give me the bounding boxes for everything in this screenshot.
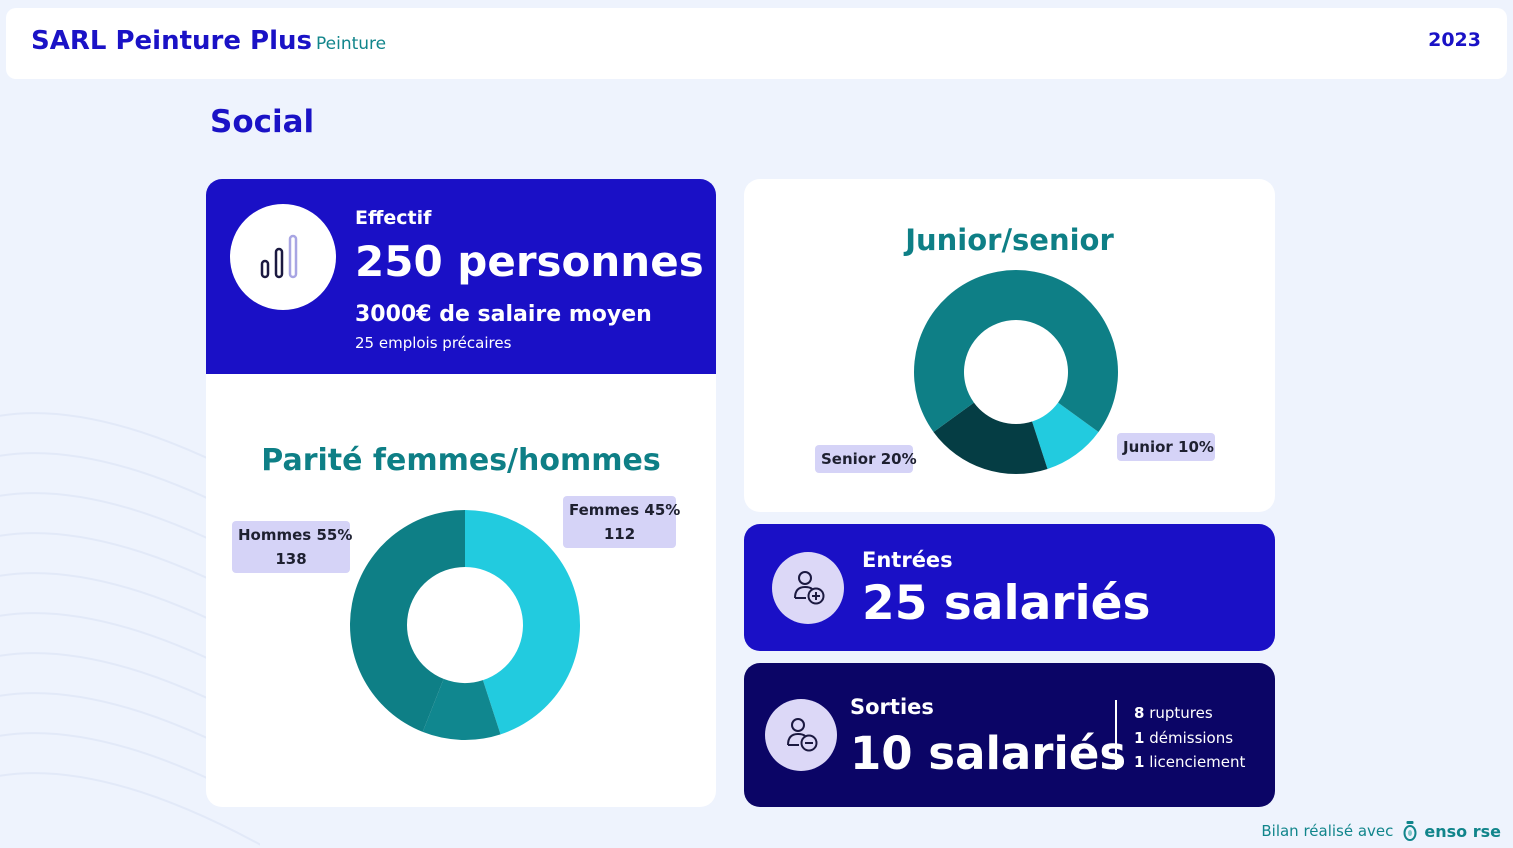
senior-tag: Senior 20% xyxy=(815,445,917,473)
average-salary: 3000€ de salaire moyen xyxy=(355,302,652,327)
company-name-text: SARL Peinture Plus xyxy=(31,26,312,56)
hommes-tag: Hommes 55% 138 xyxy=(232,521,353,573)
enso-logo-icon xyxy=(1403,821,1417,841)
entrees-card: Entrées 25 salariés xyxy=(744,524,1275,651)
hommes-count: 138 xyxy=(275,550,307,568)
donut-slice-femmes xyxy=(465,510,580,735)
detail-text: licenciement xyxy=(1149,753,1246,771)
junior-senior-card: Junior/senior Senior 20% Junior 10% xyxy=(744,179,1275,512)
detail-count: 1 xyxy=(1134,728,1145,747)
detail-count: 1 xyxy=(1134,753,1145,771)
sorties-card: Sorties 10 salariés 8 ruptures 1 démissi… xyxy=(744,663,1275,807)
sorties-detail-item: 1 licenciement xyxy=(1134,750,1245,775)
sorties-label: Sorties xyxy=(850,695,934,719)
sorties-details-list: 8 ruptures 1 démissions 1 licenciement xyxy=(1134,701,1245,775)
bar-chart-icon xyxy=(260,234,298,279)
entrees-icon-circle xyxy=(772,552,844,624)
footer-credit: Bilan réalisé avec enso rse xyxy=(1261,820,1501,842)
user-remove-icon xyxy=(787,718,818,752)
user-add-icon xyxy=(794,571,825,605)
sorties-detail-item: 1 démissions xyxy=(1134,726,1245,751)
section-title: Social xyxy=(210,104,315,140)
detail-text: démissions xyxy=(1149,728,1234,747)
junior-tag: Junior 10% xyxy=(1117,433,1215,461)
footer-brand: enso rse xyxy=(1424,821,1501,841)
hommes-label: Hommes 55% xyxy=(238,526,353,544)
donut-slice-other xyxy=(914,270,1118,432)
precarious-jobs: 25 emplois précaires xyxy=(355,334,512,352)
company-name: SARL Peinture Plus Peinture xyxy=(31,26,386,56)
company-activity: Peinture xyxy=(316,34,387,54)
detail-text: ruptures xyxy=(1149,704,1213,722)
entrees-value: 25 salariés xyxy=(862,576,1151,631)
background-waves xyxy=(0,412,260,846)
sorties-value: 10 salariés xyxy=(850,727,1127,780)
donut-slice-senior xyxy=(933,402,1048,474)
donut-slice-junior xyxy=(1032,402,1099,470)
femmes-tag: Femmes 45% 112 xyxy=(563,496,681,548)
report-year: 2023 xyxy=(1428,29,1481,51)
effectif-parity-card: Effectif 250 personnes 3000€ de salaire … xyxy=(206,179,716,807)
femmes-label: Femmes 45% xyxy=(569,501,681,519)
sorties-icon-circle xyxy=(765,699,837,771)
donut-slice-hommes xyxy=(349,510,465,732)
sorties-divider xyxy=(1115,700,1117,770)
effectif-panel: Effectif 250 personnes 3000€ de salaire … xyxy=(206,179,716,374)
footer-text: Bilan réalisé avec xyxy=(1261,822,1394,840)
donut-slice-hommes-lower xyxy=(422,678,501,740)
header-bar: SARL Peinture Plus Peinture 2023 xyxy=(6,8,1507,79)
entrees-label: Entrées xyxy=(862,548,953,572)
parity-title: Parité femmes/hommes xyxy=(261,443,661,478)
junior-senior-donut-chart xyxy=(914,270,1118,474)
detail-count: 8 xyxy=(1134,704,1145,722)
effectif-icon-circle xyxy=(230,204,336,310)
femmes-count: 112 xyxy=(603,525,636,543)
effectif-label: Effectif xyxy=(355,207,432,229)
effectif-value: 250 personnes xyxy=(355,237,704,286)
junior-senior-title: Junior/senior xyxy=(905,223,1114,257)
sorties-detail-item: 8 ruptures xyxy=(1134,701,1245,726)
parity-donut-chart xyxy=(349,510,580,740)
